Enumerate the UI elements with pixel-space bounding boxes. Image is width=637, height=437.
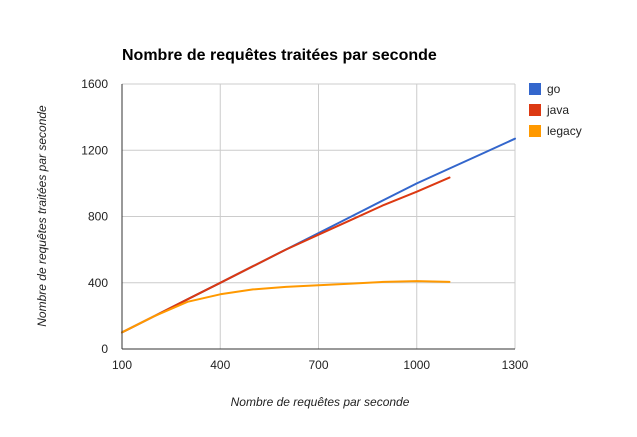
legend-swatch-legacy: [529, 125, 541, 137]
x-tick-label: 700: [308, 358, 328, 372]
gridlines: [121, 83, 516, 350]
y-tick-label: 800: [88, 210, 108, 224]
y-tick-label: 400: [88, 276, 108, 290]
tick-labels: 0 400 800 1200 1600 100 400 700 1000 1300: [81, 77, 528, 372]
legend-label-java: java: [546, 103, 569, 117]
y-tick-label: 0: [101, 342, 108, 356]
x-tick-label: 400: [210, 358, 230, 372]
y-tick-label: 1200: [81, 143, 108, 157]
x-tick-label: 1000: [403, 358, 430, 372]
y-tick-label: 1600: [81, 77, 108, 91]
series-line-legacy: [121, 280, 451, 334]
legend-swatch-go: [529, 83, 541, 95]
legend: go java legacy: [529, 82, 582, 138]
legend-label-legacy: legacy: [547, 124, 582, 138]
legend-swatch-java: [529, 104, 541, 116]
y-axis-title: Nombre de requêtes traitées par seconde: [35, 105, 49, 327]
series-line-java: [121, 176, 451, 334]
x-axis-title: Nombre de requêtes par seconde: [231, 395, 410, 409]
axes: [121, 84, 515, 350]
x-tick-label: 1300: [502, 358, 529, 372]
chart-title: Nombre de requêtes traitées par seconde: [122, 47, 437, 64]
legend-label-go: go: [547, 82, 561, 96]
series-lines: [121, 137, 516, 334]
x-tick-label: 100: [112, 358, 132, 372]
